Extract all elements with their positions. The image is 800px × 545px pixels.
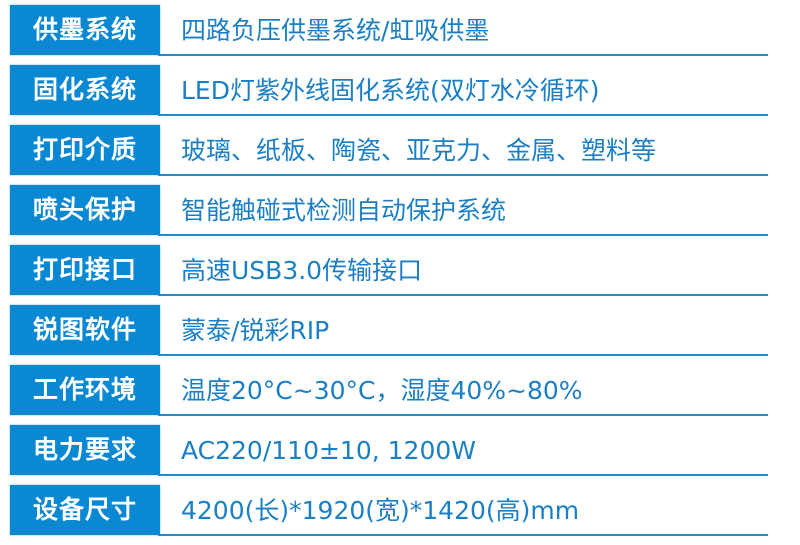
spec-label: 固化系统 xyxy=(10,65,160,115)
spec-label: 打印介质 xyxy=(10,125,160,175)
spec-row: 锐图软件 蒙泰/锐彩RIP xyxy=(0,305,800,365)
spec-value: 四路负压供墨系统/虹吸供墨 xyxy=(181,16,490,45)
row-divider xyxy=(158,414,768,416)
spec-label: 供墨系统 xyxy=(10,5,160,55)
row-divider xyxy=(158,354,768,356)
spec-value: 温度20°C~30°C，湿度40%~80% xyxy=(181,376,583,405)
spec-value: 高速USB3.0传输接口 xyxy=(181,256,423,285)
spec-label: 锐图软件 xyxy=(10,305,160,355)
spec-value: 玻璃、纸板、陶瓷、亚克力、金属、塑料等 xyxy=(181,136,657,165)
row-divider xyxy=(158,54,768,56)
spec-value: LED灯紫外线固化系统(双灯水冷循环) xyxy=(181,76,600,105)
spec-label: 设备尺寸 xyxy=(10,485,160,535)
spec-row: 电力要求 AC220/110±10, 1200W xyxy=(0,425,800,485)
spec-row: 打印接口 高速USB3.0传输接口 xyxy=(0,245,800,305)
spec-value: 蒙泰/锐彩RIP xyxy=(181,316,330,345)
spec-row: 打印介质 玻璃、纸板、陶瓷、亚克力、金属、塑料等 xyxy=(0,125,800,185)
spec-label: 打印接口 xyxy=(10,245,160,295)
spec-value: 4200(长)*1920(宽)*1420(高)mm xyxy=(181,496,580,525)
row-divider xyxy=(158,534,768,536)
row-divider xyxy=(158,474,768,476)
row-divider xyxy=(158,114,768,116)
spec-row: 固化系统 LED灯紫外线固化系统(双灯水冷循环) xyxy=(0,65,800,125)
row-divider xyxy=(158,174,768,176)
spec-value: 智能触碰式检测自动保护系统 xyxy=(181,196,507,225)
spec-row: 供墨系统 四路负压供墨系统/虹吸供墨 xyxy=(0,5,800,65)
row-divider xyxy=(158,234,768,236)
spec-value: AC220/110±10, 1200W xyxy=(181,436,476,465)
spec-label: 工作环境 xyxy=(10,365,160,415)
spec-row: 喷头保护 智能触碰式检测自动保护系统 xyxy=(0,185,800,245)
spec-label: 喷头保护 xyxy=(10,185,160,235)
spec-row: 设备尺寸 4200(长)*1920(宽)*1420(高)mm xyxy=(0,485,800,545)
row-divider xyxy=(158,294,768,296)
spec-label: 电力要求 xyxy=(10,425,160,475)
spec-row: 工作环境 温度20°C~30°C，湿度40%~80% xyxy=(0,365,800,425)
